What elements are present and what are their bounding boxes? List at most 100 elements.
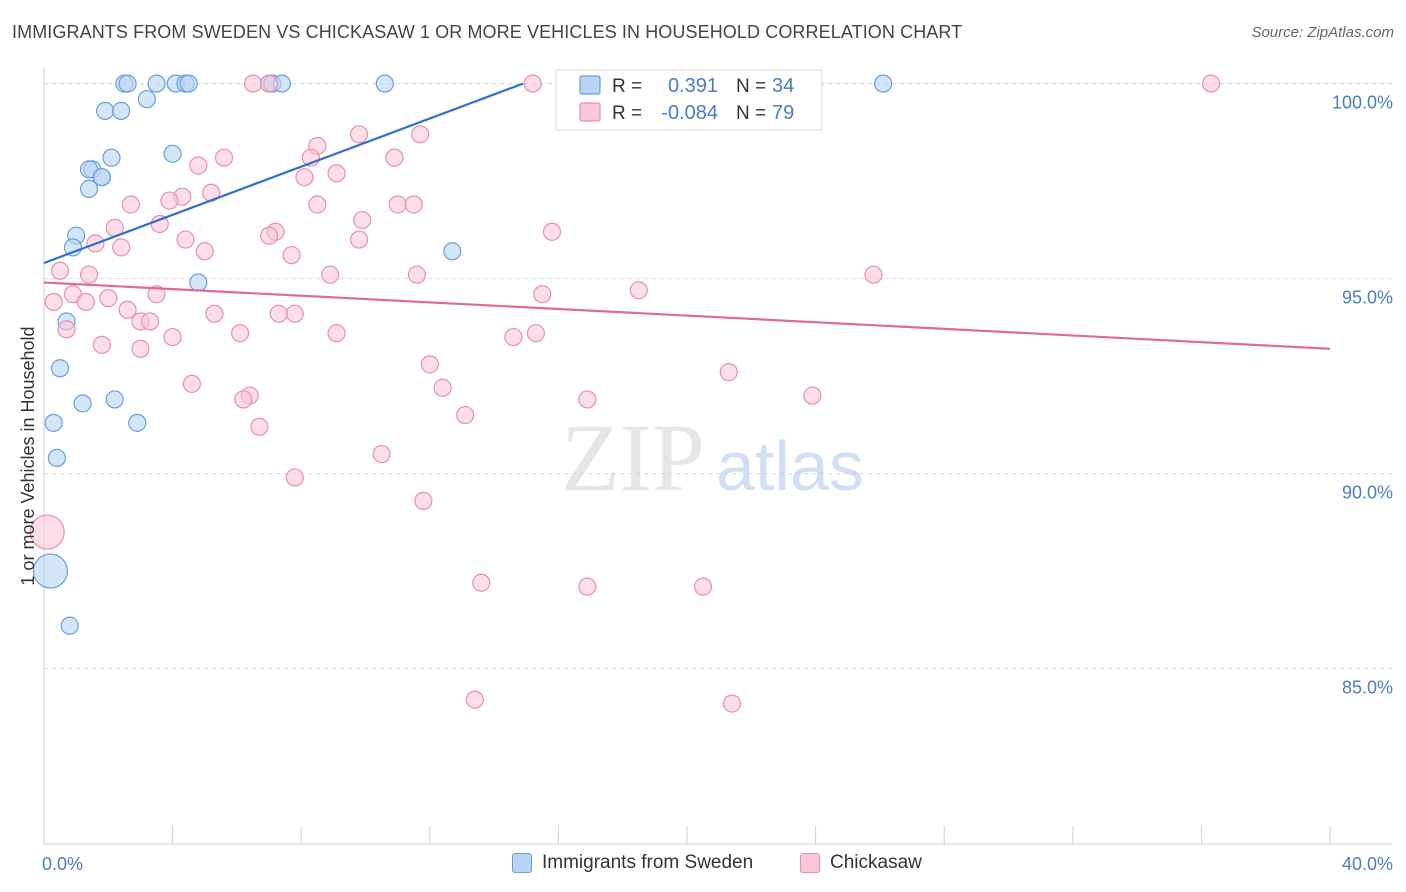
watermark-zip: ZIP [561,404,705,511]
trend-lines [43,82,1331,350]
chickasaw-point [349,125,369,144]
stats-r-label: R = [612,103,642,124]
legend-swatch-blue [512,853,532,873]
sweden-point [105,390,124,409]
sweden-point [50,359,70,378]
sweden-point [60,616,79,635]
chickasaw-trend-line [43,281,1331,350]
chickasaw-point [234,390,253,409]
stats-n-label: N = [736,103,766,124]
x-tick-label-min: 0.0% [42,854,83,874]
chickasaw-point [504,327,523,347]
chickasaw-point [523,74,542,93]
chickasaw-point [411,125,430,144]
chickasaw-point [1201,74,1221,93]
chickasaw-point [214,148,234,167]
chickasaw-point [112,238,131,257]
chickasaw-point [131,339,150,358]
sweden-point [189,273,208,292]
chickasaw-point [414,491,433,510]
x-tick-label-max: 40.0% [1342,854,1393,874]
chickasaw-point [722,694,742,713]
chickasaw-point [250,417,269,436]
sweden-point [95,101,115,120]
chickasaw-point [57,320,76,339]
chickasaw-point [629,281,648,300]
chickasaw-point [182,374,201,393]
chickasaw-point [189,156,208,175]
sweden-point [79,179,99,198]
stats-n-value: 34 [772,75,794,97]
chickasaw-point [195,242,214,261]
stats-r-value: -0.084 [661,102,718,124]
sweden-point [137,90,156,109]
y-tick-label: 95.0% [1342,288,1393,308]
chickasaw-point [259,74,279,93]
chickasaw-point [372,444,391,464]
stats-r-value: 0.391 [668,75,718,97]
chickasaw-point [533,285,552,304]
chickasaw-point [542,222,562,241]
chickasaw-point [404,195,423,214]
data-points [29,74,1221,713]
chickasaw-point [420,355,439,374]
sweden-point [874,74,893,93]
chickasaw-point [140,312,160,331]
chickasaw-point [269,304,288,323]
chickasaw-point [526,324,545,343]
sweden-point [179,74,198,93]
chickasaw-point [433,378,452,397]
chickasaw-point [578,577,597,596]
chickasaw-point [259,226,279,245]
chickasaw-point [121,195,140,214]
chickasaw-point [160,191,179,210]
legend-label-chickasaw: Chickasaw [830,852,922,873]
source-label: Source: ZipAtlas.com [1251,24,1394,41]
chickasaw-point [465,690,484,709]
tick-labels: 85.0% 90.0% 95.0% 100.0% 0.0% 40.0% [42,93,1393,874]
chickasaw-point [50,261,70,280]
chickasaw-point [282,246,301,265]
axes [43,68,1392,845]
chickasaw-point [176,230,195,249]
legend-swatch-pink [800,853,820,873]
chickasaw-point [388,195,407,214]
watermark: ZIP atlas [561,404,864,511]
sweden-point [44,413,63,432]
chickasaw-point [79,265,99,284]
chickasaw-point [472,573,491,592]
chickasaw-point [353,210,372,230]
sweden-trend-line [43,82,524,265]
chickasaw-point [147,285,166,304]
sweden-point [92,168,111,187]
stats-swatch [579,75,601,95]
chickasaw-point [205,304,224,323]
sweden-point [147,74,166,93]
chickasaw-point [44,292,63,312]
stats-n-label: N = [736,76,766,97]
stats-n-value: 79 [772,102,794,124]
sweden-point [73,394,92,413]
chickasaw-point [231,324,250,343]
stats-swatch [579,102,601,122]
chickasaw-point [285,304,304,323]
stats-r-label: R = [612,76,642,97]
sweden-point [163,144,182,163]
chickasaw-point [456,405,475,425]
sweden-point [128,413,147,432]
chickasaw-point [803,386,822,405]
chickasaw-point [99,288,118,308]
chickasaw-point [407,265,427,284]
sweden-point [112,101,131,120]
legend-label-sweden: Immigrants from Sweden [542,852,754,873]
chart-title: IMMIGRANTS FROM SWEDEN VS CHICKASAW 1 OR… [12,22,963,42]
sweden-point [443,242,462,261]
sweden-point [102,148,121,167]
gridlines [44,83,1392,670]
y-tick-label: 90.0% [1342,483,1393,503]
chickasaw-point [76,292,95,312]
legend-item-sweden: Immigrants from Sweden [512,852,753,874]
stats-box: R = 0.391 N = 34 R = -0.084 N = 79 [555,69,823,131]
chickasaw-point [385,148,404,167]
